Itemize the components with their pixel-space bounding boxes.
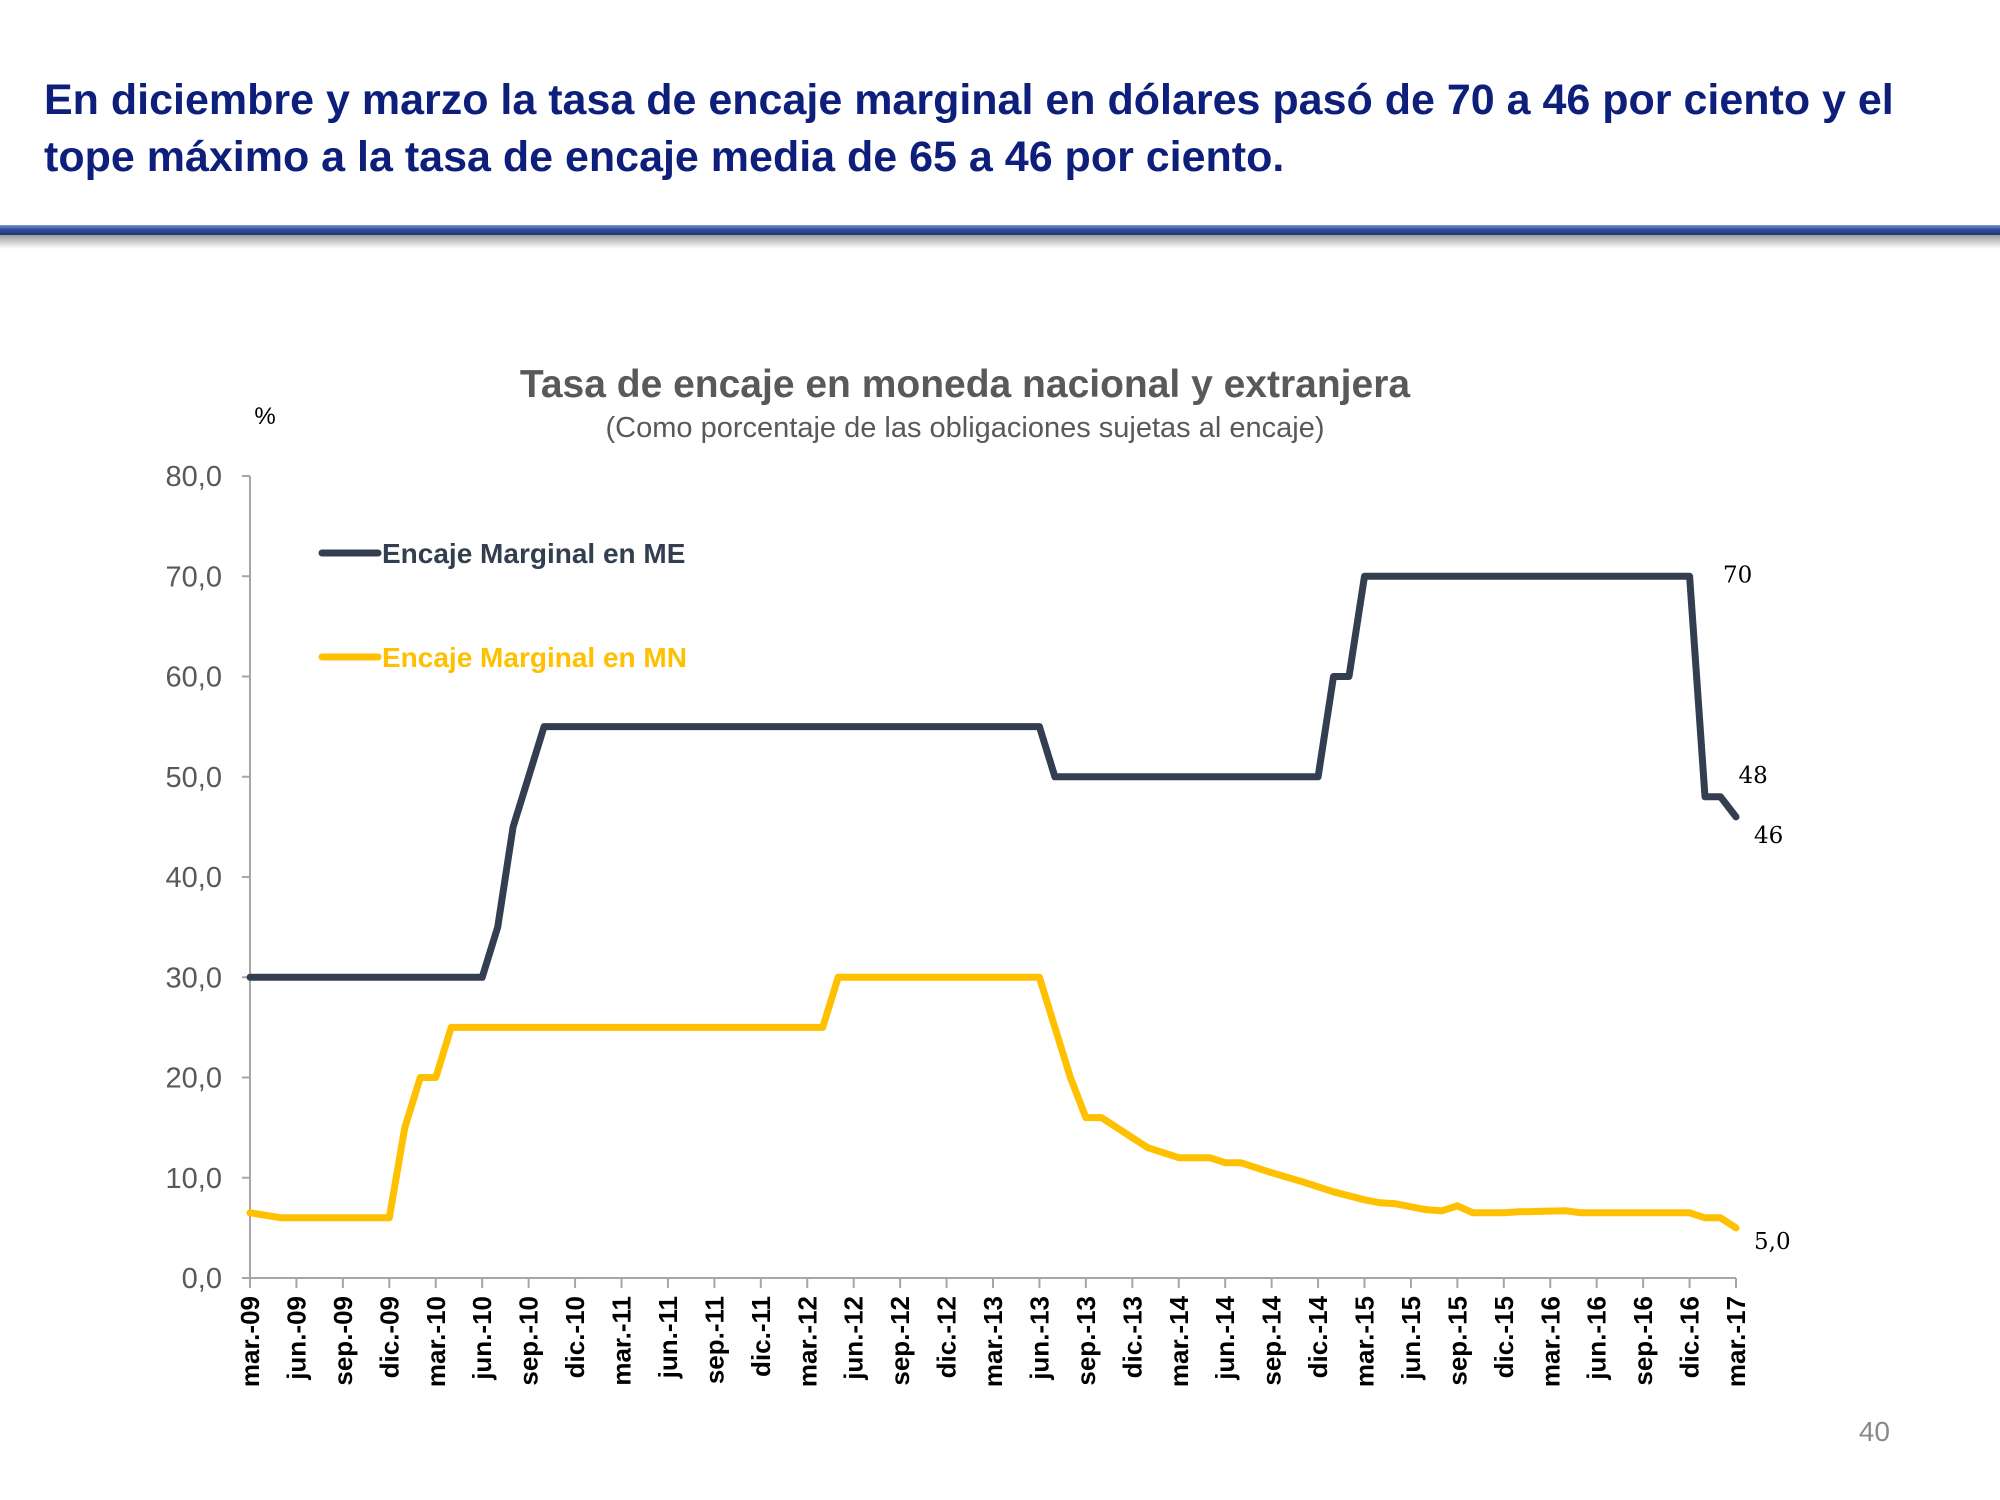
series-line-mn (246, 973, 1740, 1232)
x-tick-label: jun.-09 (281, 1296, 311, 1381)
slide-title: En diciembre y marzo la tasa de encaje m… (44, 76, 1894, 181)
data-label: 48 (1739, 763, 1768, 789)
x-tick-label: mar.-10 (421, 1296, 451, 1387)
x-tick-label: jun.-10 (467, 1296, 497, 1381)
legend-label-me: Encaje Marginal en ME (382, 538, 685, 569)
x-tick-label: mar.-16 (1535, 1296, 1565, 1387)
y-tick-label: 10,0 (166, 1163, 222, 1195)
x-tick-label: jun.-13 (1024, 1296, 1054, 1381)
x-tick-label: jun.-15 (1396, 1296, 1426, 1381)
x-tick-label: dic.-12 (932, 1296, 962, 1378)
data-label: 70 (1723, 562, 1752, 588)
x-tick-label: sep.-11 (699, 1296, 729, 1384)
chart-title: Tasa de encaje en moneda nacional y extr… (520, 363, 1410, 406)
x-tick-label: jun.-16 (1582, 1296, 1612, 1381)
y-tick-label: 70,0 (166, 561, 222, 593)
x-tick-label: dic.-11 (746, 1296, 776, 1377)
plot-area (246, 572, 1740, 1232)
x-tick-label: mar.-14 (1164, 1295, 1194, 1387)
x-tick-label: mar.-17 (1721, 1296, 1751, 1387)
annotations: 70 48 46 5,0 (1723, 562, 1791, 1255)
y-tick-label: 0,0 (182, 1263, 222, 1295)
data-label: 5,0 (1754, 1229, 1791, 1255)
y-tick-label: 40,0 (166, 862, 222, 894)
x-tick-label: dic.-09 (374, 1296, 404, 1378)
x-tick-label: sep.-15 (1442, 1296, 1472, 1386)
series-line-me (246, 572, 1740, 981)
x-tick-label: jun.-11 (653, 1296, 683, 1379)
chart-subtitle: (Como porcentaje de las obligaciones suj… (606, 412, 1325, 444)
x-tick-label: mar.-15 (1350, 1296, 1380, 1387)
x-tick-label: dic.-13 (1117, 1296, 1147, 1378)
data-label: 46 (1754, 823, 1783, 849)
x-tick-label: dic.-10 (560, 1296, 590, 1378)
x-tick-label: dic.-16 (1675, 1296, 1705, 1378)
y-unit-label: % (254, 403, 275, 430)
title-rule (0, 225, 2000, 235)
x-tick-label: sep.-16 (1628, 1296, 1658, 1386)
x-tick-label: dic.-15 (1489, 1296, 1519, 1378)
x-tick-label: sep.-10 (514, 1296, 544, 1386)
y-tick-label: 60,0 (166, 662, 222, 694)
x-tick-label: mar.-11 (607, 1296, 637, 1386)
y-tick-label: 20,0 (166, 1063, 222, 1095)
x-tick-label: mar.-12 (792, 1296, 822, 1387)
legend: Encaje Marginal en ME Encaje Marginal en … (318, 538, 687, 673)
y-tick-label: 50,0 (166, 762, 222, 794)
x-tick-label: jun.-14 (1210, 1295, 1240, 1380)
y-tick-label: 80,0 (166, 461, 222, 493)
axes: 0,0 10,0 20,0 30,0 40,0 50,0 60,0 70,0 80,0 mar.-… (166, 461, 1751, 1387)
x-tick-label: mar.-13 (978, 1296, 1008, 1387)
x-tick-label: mar.-09 (235, 1296, 265, 1387)
y-tick-label: 30,0 (166, 962, 222, 994)
x-tick-label: sep.-12 (885, 1296, 915, 1386)
title-rule-shadow (0, 235, 2000, 249)
x-tick-label: jun.-12 (839, 1296, 869, 1381)
page-number: 40 (1858, 1416, 1890, 1447)
x-tick-label: sep.-13 (1071, 1296, 1101, 1386)
x-tick-label: sep.-09 (328, 1296, 358, 1386)
x-tick-label: dic.-14 (1303, 1295, 1333, 1378)
x-tick-label: sep.-14 (1257, 1295, 1287, 1385)
legend-label-mn: Encaje Marginal en MN (382, 642, 687, 673)
